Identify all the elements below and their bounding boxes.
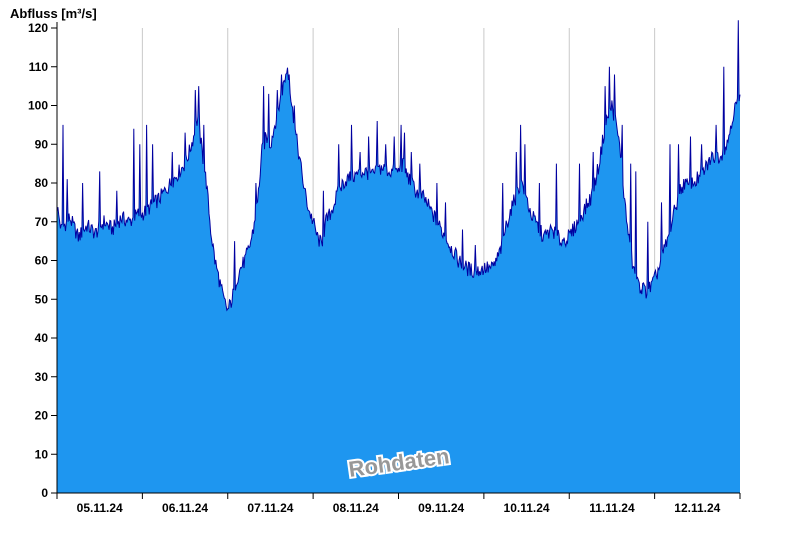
y-tick-label: 0 bbox=[41, 486, 48, 500]
chart-title: Abfluss [m³/s] bbox=[10, 6, 97, 21]
x-tick-label: 09.11.24 bbox=[418, 501, 464, 515]
y-tick-label: 60 bbox=[35, 254, 49, 268]
y-tick-label: 10 bbox=[35, 447, 49, 461]
x-tick-label: 06.11.24 bbox=[162, 501, 208, 515]
discharge-area bbox=[57, 20, 740, 494]
y-tick-label: 70 bbox=[35, 215, 49, 229]
y-tick-label: 50 bbox=[35, 292, 49, 306]
x-tick-label: 05.11.24 bbox=[77, 501, 123, 515]
y-tick-label: 20 bbox=[35, 409, 49, 423]
x-tick-label: 08.11.24 bbox=[333, 501, 379, 515]
y-tick-label: 110 bbox=[29, 60, 49, 74]
y-tick-label: 80 bbox=[35, 176, 49, 190]
y-tick-label: 120 bbox=[28, 21, 48, 35]
y-tick-label: 100 bbox=[28, 99, 48, 113]
y-tick-label: 30 bbox=[35, 370, 49, 384]
x-tick-label: 11.11.24 bbox=[589, 501, 635, 515]
y-tick-label: 40 bbox=[35, 331, 49, 345]
discharge-line bbox=[56, 20, 741, 312]
x-tick-label: 10.11.24 bbox=[504, 501, 550, 515]
x-tick-label: 07.11.24 bbox=[247, 501, 293, 515]
y-tick-label: 90 bbox=[35, 137, 49, 151]
x-tick-label: 12.11.24 bbox=[674, 501, 720, 515]
